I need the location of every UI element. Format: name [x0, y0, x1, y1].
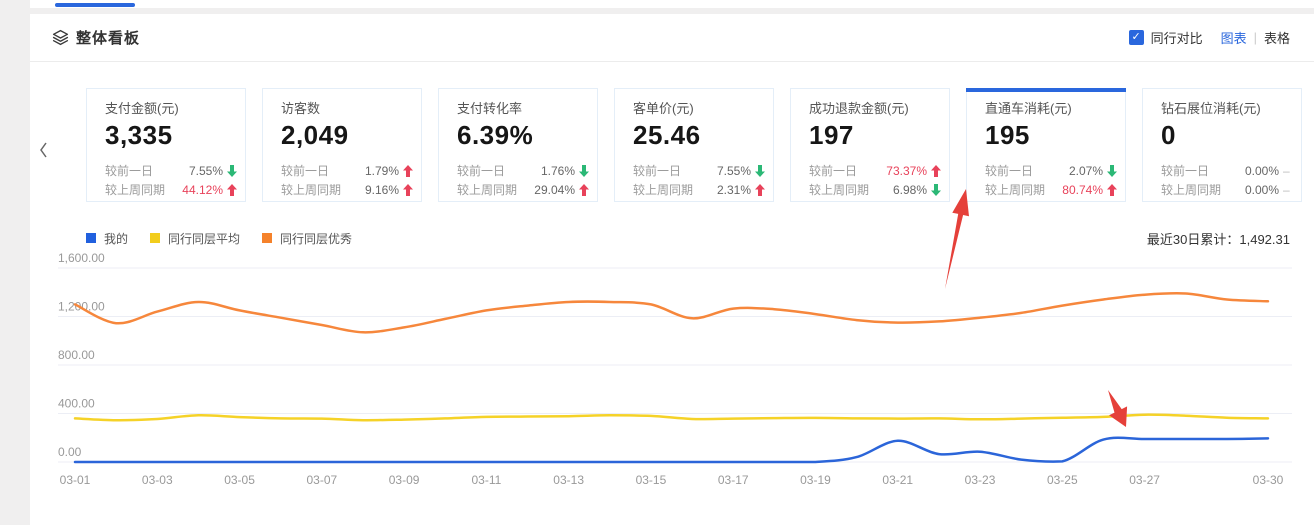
metric-stat-row: 较前一日 0.00% –	[1161, 161, 1293, 180]
up-arrow-icon	[403, 183, 413, 196]
metric-label: 客单价(元)	[633, 101, 694, 116]
layers-icon	[52, 29, 69, 46]
dashboard-panel: 整体看板 ✓ 同行对比 图表 | 表格 支付金额(元) 3,335 较前一日 7.55…	[30, 14, 1314, 525]
metric-value: 197	[809, 120, 854, 150]
metric-card-2[interactable]: 支付转化率 6.39% 较前一日 1.76% 较上周同期 29.04%	[438, 88, 598, 202]
legend-item-2[interactable]: 同行同层优秀	[262, 230, 352, 247]
metric-card-1[interactable]: 访客数 2,049 较前一日 1.79% 较上周同期 9.16%	[262, 88, 422, 202]
metric-stat-row: 较上周同期 9.16%	[281, 180, 413, 199]
metric-stat-row: 较前一日 2.07%	[985, 161, 1117, 180]
chart-legend: 我的 同行同层平均 同行同层优秀	[86, 230, 352, 247]
header-controls: ✓ 同行对比 图表 | 表格	[1128, 28, 1290, 47]
legend-swatch	[262, 233, 273, 243]
metric-value: 0	[1161, 120, 1176, 150]
flat-arrow-icon: –	[1283, 182, 1290, 197]
metric-stat-row: 较前一日 7.55%	[105, 161, 237, 180]
metric-stat-row: 较上周同期 44.12%	[105, 180, 237, 199]
table-view-toggle[interactable]: 表格	[1263, 31, 1290, 46]
metric-label: 直通车消耗(元)	[985, 101, 1072, 116]
down-arrow-icon	[755, 164, 765, 177]
down-arrow-icon	[1107, 164, 1117, 177]
metric-label: 钻石展位消耗(元)	[1161, 101, 1261, 116]
metric-value: 6.39%	[457, 120, 534, 150]
metric-label: 支付转化率	[457, 101, 523, 116]
panel-title: 整体看板	[76, 30, 141, 47]
metric-stat-row: 较前一日 73.37%	[809, 161, 941, 180]
panel-header: 整体看板 ✓ 同行对比 图表 | 表格	[30, 14, 1314, 62]
tab-bar	[30, 0, 1314, 8]
metric-value: 3,335	[105, 120, 173, 150]
chart-view-toggle[interactable]: 图表	[1220, 31, 1247, 46]
metric-card-4[interactable]: 成功退款金额(元) 197 较前一日 73.37% 较上周同期 6.98%	[790, 88, 950, 202]
metric-label: 成功退款金额(元)	[809, 101, 909, 116]
metric-value: 2,049	[281, 120, 349, 150]
cumulative-summary: 最近30日累计：1,492.31	[1146, 231, 1290, 247]
up-arrow-icon	[403, 164, 413, 177]
flat-arrow-icon: –	[1283, 163, 1290, 178]
peer-compare-label[interactable]: 同行对比	[1150, 31, 1203, 46]
metric-stat-row: 较上周同期 6.98%	[809, 180, 941, 199]
metric-stat-row: 较前一日 1.79%	[281, 161, 413, 180]
metric-value: 25.46	[633, 120, 701, 150]
up-arrow-icon	[227, 183, 237, 196]
metric-stat-row: 较上周同期 29.04%	[457, 180, 589, 199]
up-arrow-icon	[931, 164, 941, 177]
metric-card-6[interactable]: 钻石展位消耗(元) 0 较前一日 0.00% – 较上周同期 0.00% –	[1142, 88, 1302, 202]
metric-stat-row: 较上周同期 0.00% –	[1161, 180, 1293, 199]
legend-item-0[interactable]: 我的	[86, 230, 128, 247]
metric-stat-row: 较上周同期 80.74%	[985, 180, 1117, 199]
active-tab-indicator	[55, 3, 135, 7]
metric-label: 访客数	[281, 101, 321, 116]
metric-card-3[interactable]: 客单价(元) 25.46 较前一日 7.55% 较上周同期 2.31%	[614, 88, 774, 202]
metric-stat-row: 较前一日 1.76%	[457, 161, 589, 180]
down-arrow-icon	[931, 183, 941, 196]
peer-compare-checkbox[interactable]: ✓	[1128, 30, 1144, 45]
carousel-prev-button[interactable]	[37, 140, 51, 165]
metric-cards: 支付金额(元) 3,335 较前一日 7.55% 较上周同期 44.12% 访客数 2,049…	[86, 88, 1302, 202]
legend-row: 我的 同行同层平均 同行同层优秀 最近30日累计：1,492.31	[86, 230, 1290, 247]
up-arrow-icon	[755, 183, 765, 196]
metric-card-0[interactable]: 支付金额(元) 3,335 较前一日 7.55% 较上周同期 44.12%	[86, 88, 246, 202]
down-arrow-icon	[227, 164, 237, 177]
metric-card-5[interactable]: 直通车消耗(元) 195 较前一日 2.07% 较上周同期 80.74%	[966, 88, 1126, 202]
metric-value: 195	[985, 120, 1030, 150]
toggle-separator: |	[1253, 30, 1257, 45]
up-arrow-icon	[1107, 183, 1117, 196]
legend-swatch	[150, 233, 161, 243]
metric-stat-row: 较上周同期 2.31%	[633, 180, 765, 199]
down-arrow-icon	[579, 164, 589, 177]
legend-swatch	[86, 233, 96, 243]
legend-item-1[interactable]: 同行同层平均	[150, 230, 240, 247]
metric-stat-row: 较前一日 7.55%	[633, 161, 765, 180]
up-arrow-icon	[579, 183, 589, 196]
metric-label: 支付金额(元)	[105, 101, 179, 116]
